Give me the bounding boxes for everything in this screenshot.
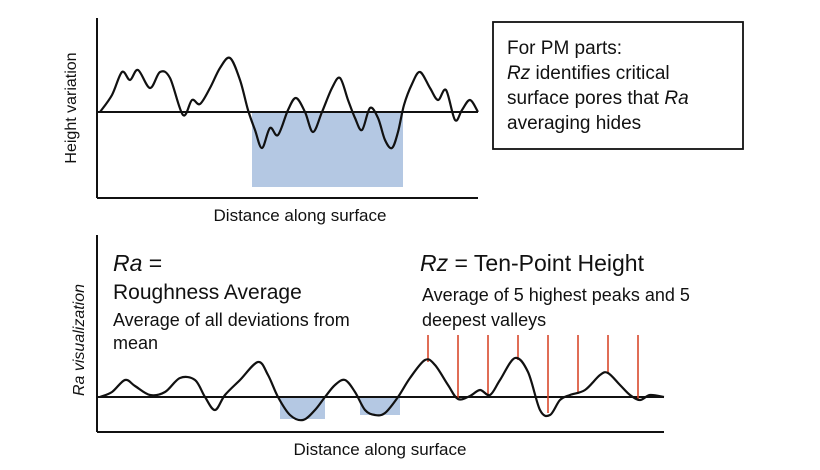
note-term: Ra xyxy=(664,88,689,109)
surface-profile xyxy=(99,56,479,150)
rz-symbol: Rz xyxy=(420,250,449,276)
note-term: Rz xyxy=(507,63,531,84)
valley-area xyxy=(360,397,400,415)
ra-equals: = xyxy=(148,250,163,276)
x-label: Distance along surface xyxy=(213,206,387,225)
y-label: Ra visualization xyxy=(71,284,89,396)
y-label-text: Ra visualization xyxy=(71,283,88,397)
surface-profile xyxy=(99,356,665,422)
valley-area xyxy=(252,112,403,187)
note-box xyxy=(492,21,744,150)
ra-name: Roughness Average xyxy=(113,281,302,304)
ra-description: Average of all deviations from mean xyxy=(113,310,350,353)
note-text: averaging hides xyxy=(507,113,642,134)
x-label: Distance along surface xyxy=(293,440,467,459)
note-heading: For PM parts: xyxy=(507,38,623,59)
rz-description: Average of 5 highest peaks and 5 deepest… xyxy=(422,285,690,330)
note: For PM parts: Rz identifies critical sur… xyxy=(507,36,737,136)
valley-area xyxy=(280,397,325,419)
ra-symbol: Ra xyxy=(113,250,143,276)
rz-name: = Ten-Point Height xyxy=(454,250,644,276)
peak-markers xyxy=(427,335,639,413)
rz-title: Rz = Ten-Point Height xyxy=(420,250,644,277)
note-text: identifies critical surface pores that xyxy=(507,63,670,109)
y-label: Height variation xyxy=(63,52,80,164)
ra-title: Ra = xyxy=(113,250,162,277)
